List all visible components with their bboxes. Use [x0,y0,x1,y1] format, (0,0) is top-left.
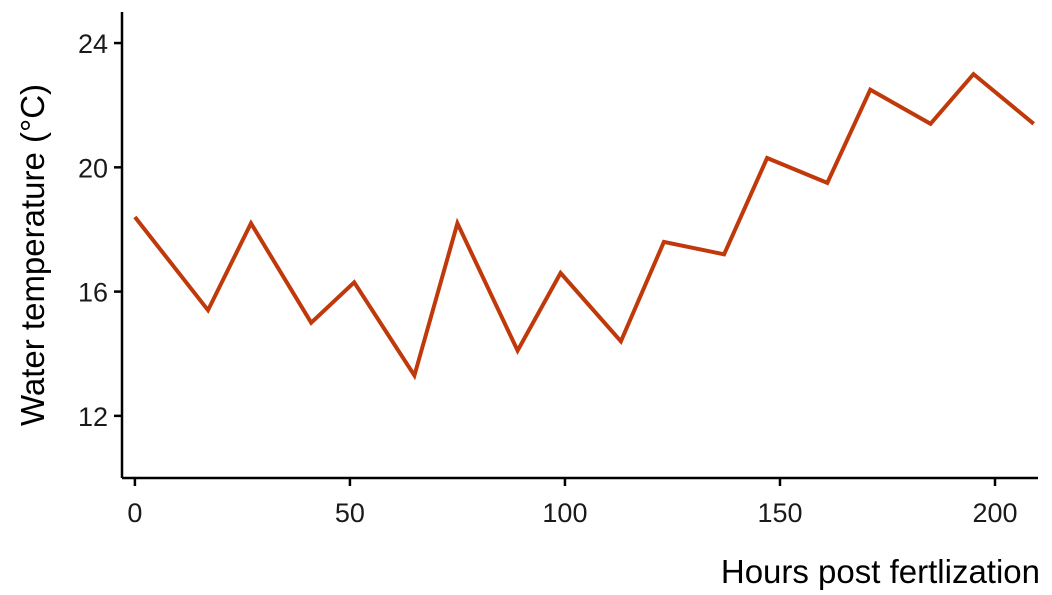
y-tick-label: 24 [78,29,108,59]
y-tick-label: 12 [78,402,108,432]
y-axis-title: Water temperature (°C) [14,84,51,426]
x-axis-title: Hours post fertlization [721,553,1040,590]
series-line [133,71,1035,381]
y-tick-label: 20 [78,153,108,183]
y-tick-label: 16 [78,278,108,308]
x-tick-label: 100 [542,498,587,528]
x-tick-label: 50 [335,498,365,528]
y-axis-ticks: 12 16 20 24 [78,29,122,432]
plot-area: 12 16 20 24 0 50 100 150 200 [78,12,1038,528]
x-tick-label: 0 [127,498,142,528]
x-axis-ticks: 0 50 100 150 200 [127,478,1018,528]
series-layer [133,71,1035,381]
x-tick-label: 150 [757,498,802,528]
x-tick-label: 200 [972,498,1017,528]
